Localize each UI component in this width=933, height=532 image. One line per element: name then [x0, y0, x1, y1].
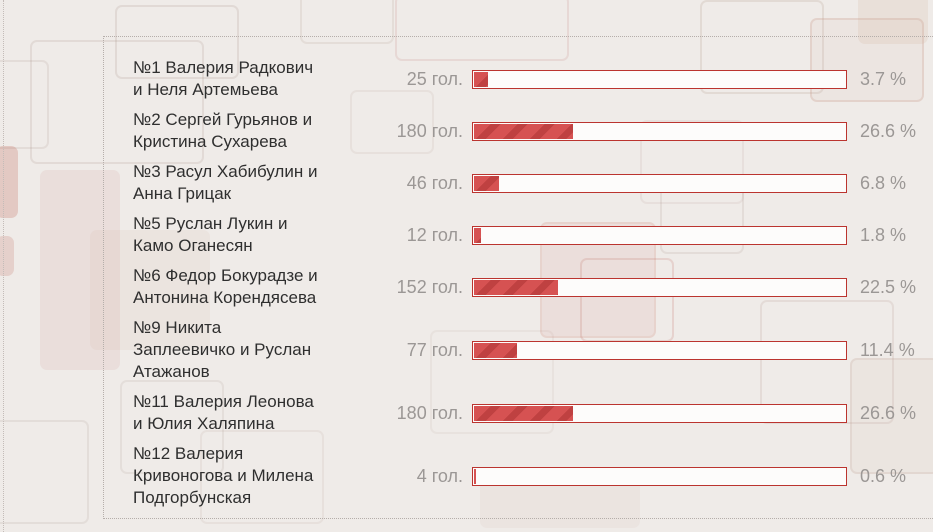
background-decoration — [120, 380, 224, 474]
background-decoration — [115, 5, 239, 79]
votes-percent: 1.8 % — [860, 224, 907, 245]
votes-percent: 0.6 % — [860, 465, 907, 486]
result-row: №9 Никита Заплеевичко и Руслан Атажанов … — [133, 317, 933, 383]
result-row: №12 Валерия Кривоногова и Милена Подгорб… — [133, 443, 933, 509]
vote-bar-fill — [474, 468, 477, 484]
votes-percent: 3.7 % — [860, 68, 907, 89]
votes-percent: 26.6 % — [860, 120, 917, 141]
vote-bar-track — [472, 403, 847, 423]
background-decoration — [430, 330, 554, 434]
vote-bar-fill — [474, 279, 558, 295]
votes-count: 180 гол. — [396, 120, 463, 141]
background-decoration — [760, 300, 894, 424]
votes-percent: 11.4 % — [860, 339, 915, 360]
vote-bar-fill — [474, 71, 488, 87]
votes-count: 46 гол. — [406, 172, 463, 193]
result-row: №2 Сергей Гурьянов и Кристина Сухарева 1… — [133, 109, 933, 153]
left-edge-dotted-line — [3, 0, 4, 532]
candidate-name: №11 Валерия Леонова и Юлия Халяпина — [133, 392, 314, 433]
vote-bar-fill — [474, 405, 574, 421]
candidate-name: №2 Сергей Гурьянов и Кристина Сухарева — [133, 110, 313, 151]
result-row: №5 Руслан Лукин и Камо Оганесян 12 гол. … — [133, 213, 933, 257]
background-decoration — [0, 60, 49, 149]
candidate-name: №12 Валерия Кривоногова и Милена Подгорб… — [133, 444, 314, 507]
background-decoration — [90, 230, 210, 350]
vote-bar-fill — [474, 227, 481, 243]
result-row: №3 Расул Хабибулин и Анна Грицак 46 гол.… — [133, 161, 933, 205]
result-row: №6 Федор Бокурадзе и Антонина Корендясев… — [133, 265, 933, 309]
votes-percent: 22.5 % — [860, 276, 917, 297]
background-decoration — [200, 430, 324, 524]
votes-count: 180 гол. — [396, 402, 463, 423]
background-decoration — [0, 420, 89, 524]
candidate-name: №6 Федор Бокурадзе и Антонина Корендясев… — [133, 266, 318, 307]
vote-bar-track — [472, 340, 847, 360]
vote-bar-track — [472, 466, 847, 486]
background-decoration — [350, 90, 434, 154]
background-decoration — [30, 40, 204, 164]
background-decoration — [640, 120, 744, 204]
background-decoration — [395, 0, 569, 61]
votes-count: 4 гол. — [416, 465, 463, 486]
candidate-name: №1 Валерия Радкович и Неля Артемьева — [133, 58, 314, 99]
background-decoration — [700, 0, 824, 94]
results-list: №1 Валерия Радкович и Неля Артемьева 25 … — [133, 57, 933, 509]
candidate-name: №3 Расул Хабибулин и Анна Грицак — [133, 162, 318, 203]
background-decoration — [300, 0, 394, 44]
candidate-name: №5 Руслан Лукин и Камо Оганесян — [133, 214, 288, 255]
vote-bar-fill — [474, 123, 574, 139]
vote-bar-track — [472, 121, 847, 141]
vote-bar-fill — [474, 175, 500, 191]
votes-count: 12 гол. — [406, 224, 463, 245]
background-decoration — [0, 146, 18, 218]
vote-bar-track — [472, 225, 847, 245]
candidate-name: №9 Никита Заплеевичко и Руслан Атажанов — [133, 318, 312, 381]
votes-percent: 6.8 % — [860, 172, 907, 193]
background-decoration — [40, 170, 120, 370]
poll-results-panel: №1 Валерия Радкович и Неля Артемьева 25 … — [103, 36, 933, 519]
vote-bar-track — [472, 277, 847, 297]
votes-count: 77 гол. — [406, 339, 463, 360]
votes-count: 25 гол. — [406, 68, 463, 89]
vote-bar-track — [472, 173, 847, 193]
votes-percent: 26.6 % — [860, 402, 917, 423]
votes-count: 152 гол. — [396, 276, 463, 297]
vote-bar-fill — [474, 342, 517, 358]
background-decoration — [850, 358, 933, 474]
result-row: №1 Валерия Радкович и Неля Артемьева 25 … — [133, 57, 933, 101]
result-row: №11 Валерия Леонова и Юлия Халяпина 180 … — [133, 391, 933, 435]
vote-bar-track — [472, 69, 847, 89]
